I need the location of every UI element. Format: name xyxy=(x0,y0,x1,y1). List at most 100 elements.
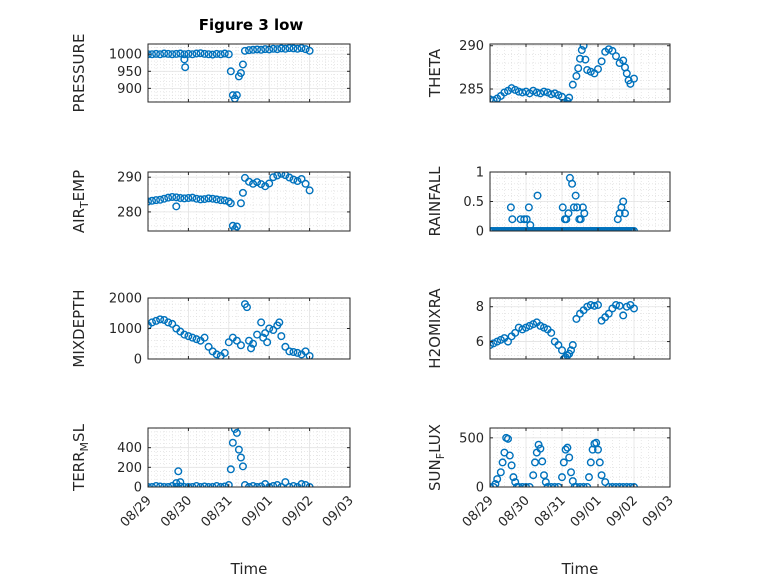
data-point xyxy=(554,341,563,350)
data-point xyxy=(160,315,169,324)
series-markers xyxy=(490,300,639,359)
subplot-h2omixra: 6 8 H2OMIXRA xyxy=(426,288,671,369)
data-point xyxy=(577,46,586,55)
data-point xyxy=(273,481,282,487)
data-point xyxy=(265,179,274,188)
data-point xyxy=(236,199,245,208)
data-point xyxy=(249,482,258,487)
data-point xyxy=(192,49,201,58)
data-point xyxy=(232,91,241,100)
data-point xyxy=(533,191,542,200)
data-point xyxy=(526,221,535,230)
data-point xyxy=(192,335,201,344)
data-point xyxy=(580,209,589,218)
y-tick-label: 0 xyxy=(134,481,142,496)
data-point xyxy=(176,478,185,487)
data-point xyxy=(224,338,233,347)
data-point xyxy=(148,196,157,205)
data-point xyxy=(212,482,221,487)
data-point xyxy=(558,346,567,355)
data-point xyxy=(508,215,517,224)
data-point xyxy=(630,483,638,487)
data-point xyxy=(559,458,568,467)
subplot-theta: 285 290 THETA xyxy=(426,39,671,103)
data-point xyxy=(281,44,290,53)
data-point xyxy=(164,193,173,202)
data-point xyxy=(240,46,249,55)
data-point xyxy=(220,348,229,357)
data-point xyxy=(585,473,594,482)
y-tick-label: 1 xyxy=(476,166,484,181)
data-point xyxy=(188,483,197,487)
data-point xyxy=(204,194,213,203)
series-markers xyxy=(148,44,314,102)
data-point xyxy=(604,483,613,487)
data-point xyxy=(301,45,310,54)
data-point xyxy=(152,196,161,205)
y-axis-label: PRESSURE xyxy=(70,34,88,113)
data-point xyxy=(196,483,205,487)
data-point xyxy=(152,316,161,325)
y-tick-label: 280 xyxy=(117,205,142,220)
data-point xyxy=(301,481,310,487)
data-point xyxy=(281,478,290,487)
data-point xyxy=(265,324,274,333)
data-point xyxy=(156,195,165,204)
data-point xyxy=(506,203,515,212)
data-point xyxy=(228,438,237,447)
data-point xyxy=(531,458,540,467)
data-point xyxy=(257,45,266,54)
data-point xyxy=(216,50,225,59)
data-point xyxy=(200,195,209,204)
x-tick-label: 08/31 xyxy=(532,493,569,530)
data-point xyxy=(212,195,221,204)
data-point xyxy=(509,473,518,482)
data-point xyxy=(504,434,513,443)
axes-box xyxy=(489,427,671,488)
data-point xyxy=(176,49,185,58)
data-point xyxy=(253,330,262,339)
data-point xyxy=(238,462,247,471)
data-point xyxy=(180,50,189,59)
data-point xyxy=(293,348,302,357)
data-point xyxy=(619,56,628,65)
data-point xyxy=(172,193,181,202)
x-tick-label: 09/02 xyxy=(604,493,641,530)
y-axis-label: THETA xyxy=(426,48,444,98)
data-point xyxy=(200,49,209,58)
data-point xyxy=(565,93,574,102)
data-point xyxy=(293,177,302,186)
data-point xyxy=(565,453,574,462)
y-tick-label: 285 xyxy=(459,83,484,98)
x-tick-label: 09/01 xyxy=(568,493,605,530)
data-point xyxy=(174,467,183,476)
data-point xyxy=(579,44,588,50)
data-point xyxy=(289,44,298,53)
data-point xyxy=(595,458,604,467)
data-point xyxy=(619,197,628,206)
x-tick-label: 09/03 xyxy=(640,493,677,530)
y-tick-label: 950 xyxy=(117,65,142,80)
data-point xyxy=(184,483,193,487)
plot-area xyxy=(148,172,350,231)
data-point xyxy=(505,451,514,460)
data-point xyxy=(200,333,209,342)
data-point xyxy=(226,465,235,474)
data-point xyxy=(277,44,286,53)
data-point xyxy=(249,339,258,348)
data-point xyxy=(160,49,169,58)
data-point xyxy=(571,191,580,200)
data-point xyxy=(524,203,533,212)
data-point xyxy=(574,64,583,73)
data-point xyxy=(285,173,294,182)
data-point xyxy=(164,49,173,58)
data-point xyxy=(568,80,577,89)
subplot-terr-msl: 0 200 400 TERRMSL 08/29 08/30 08/31 09/01 09/02 0… xyxy=(70,423,357,578)
plot-area xyxy=(148,44,350,102)
data-point xyxy=(212,350,221,359)
axes-box xyxy=(147,43,351,103)
data-point xyxy=(242,303,251,312)
data-point xyxy=(594,445,603,454)
data-point xyxy=(543,483,552,487)
data-point xyxy=(619,483,628,487)
